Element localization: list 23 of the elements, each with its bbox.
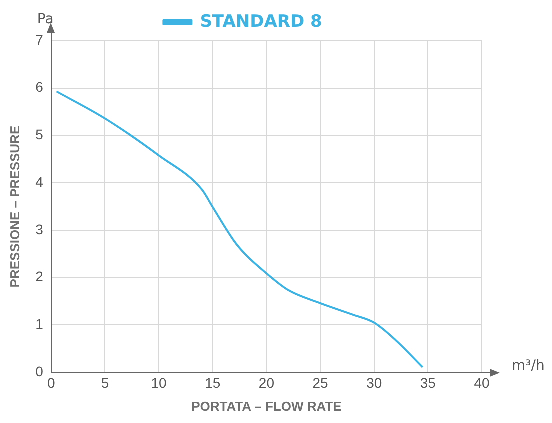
y-axis-title: PRESSIONE – PRESSURE [7,126,22,288]
x-axis-title: PORTATA – FLOW RATE [192,398,342,414]
y-tick-label: 6 [36,79,44,96]
y-tick-label: 0 [36,363,44,380]
x-tick-label: 15 [205,374,221,391]
line-series [56,90,424,368]
y-tick-label: 2 [36,268,44,285]
text: Pa [37,12,54,28]
y-tick-label: 7 [36,32,44,48]
y-tick-label: 4 [36,174,44,190]
x-tick-label: 25 [312,374,329,391]
legend-label: STANDARD 8 [200,12,322,32]
y-tick-label: 1 [36,316,44,332]
x-tick-label: 35 [420,374,436,391]
x-tick-label: 0 [47,374,56,391]
x-tick-label: 10 [151,374,168,391]
y-tick-label: 3 [36,221,44,238]
x-tick-label: 20 [258,374,275,391]
x-tick-label: 30 [366,374,382,391]
x-tick-label: 5 [101,374,110,391]
y-tick-label: 5 [36,126,44,143]
text: m³/h [512,358,545,374]
x-tick-label: 40 [474,374,490,391]
